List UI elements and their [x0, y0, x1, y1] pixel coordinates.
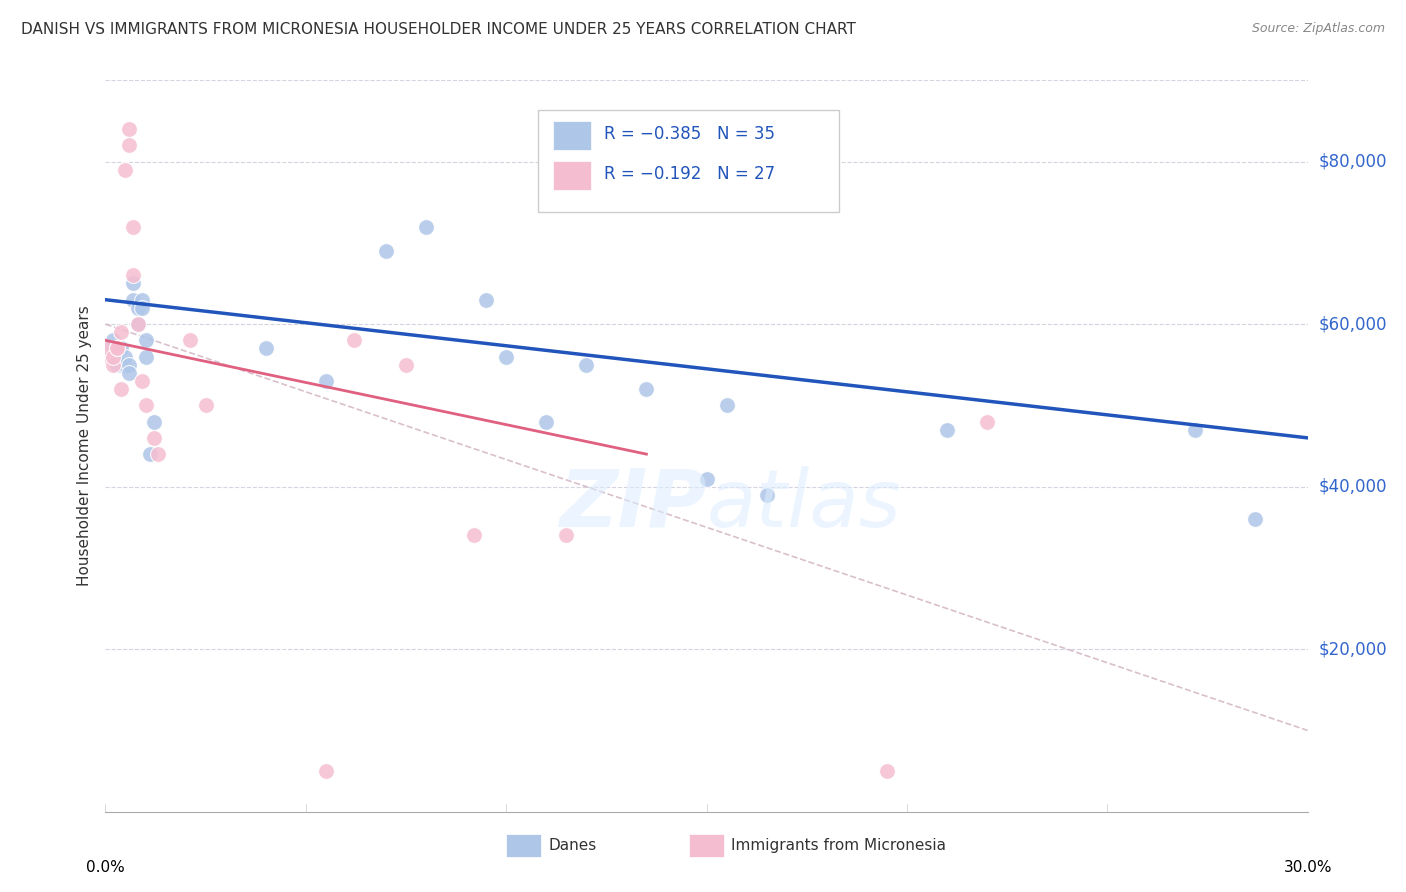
Text: 30.0%: 30.0%: [1284, 861, 1331, 875]
Point: [110, 382, 132, 396]
Point: [315, 764, 337, 778]
Point: [976, 415, 998, 429]
Point: [142, 415, 165, 429]
Point: [463, 528, 485, 542]
Point: [103, 334, 125, 348]
Text: $60,000: $60,000: [1319, 315, 1388, 333]
Point: [138, 447, 160, 461]
Point: [114, 162, 136, 177]
Text: $80,000: $80,000: [1319, 153, 1388, 170]
Text: R = −0.385   N = 35: R = −0.385 N = 35: [605, 126, 775, 144]
Point: [575, 358, 598, 372]
Text: $20,000: $20,000: [1319, 640, 1388, 658]
Point: [127, 301, 149, 315]
Point: [194, 398, 217, 412]
Bar: [553, 120, 591, 150]
Text: DANISH VS IMMIGRANTS FROM MICRONESIA HOUSEHOLDER INCOME UNDER 25 YEARS CORRELATI: DANISH VS IMMIGRANTS FROM MICRONESIA HOU…: [21, 22, 856, 37]
Point: [315, 374, 337, 388]
Point: [475, 293, 498, 307]
Point: [107, 358, 129, 372]
Point: [716, 398, 738, 412]
Bar: [553, 161, 591, 190]
Point: [179, 334, 201, 348]
Point: [118, 138, 141, 153]
Point: [110, 358, 132, 372]
Point: [343, 334, 366, 348]
Point: [118, 358, 141, 372]
Text: Danes: Danes: [548, 838, 596, 853]
Point: [146, 447, 169, 461]
Point: [395, 358, 418, 372]
Point: [107, 342, 129, 356]
Point: [110, 325, 132, 339]
Point: [118, 366, 141, 380]
Point: [135, 398, 157, 412]
Point: [555, 528, 578, 542]
Point: [122, 293, 145, 307]
Point: [103, 350, 125, 364]
Point: [98, 350, 121, 364]
Point: [135, 334, 157, 348]
Point: [127, 317, 149, 331]
Point: [131, 374, 153, 388]
Text: Immigrants from Micronesia: Immigrants from Micronesia: [731, 838, 946, 853]
Point: [127, 317, 149, 331]
Point: [107, 342, 129, 356]
Point: [131, 301, 153, 315]
Point: [495, 350, 517, 364]
Point: [755, 488, 778, 502]
Point: [114, 358, 136, 372]
Point: [122, 268, 145, 283]
Point: [98, 342, 121, 356]
Point: [98, 342, 121, 356]
Text: ZIP: ZIP: [560, 466, 707, 543]
Point: [374, 244, 398, 258]
Point: [103, 358, 125, 372]
Point: [636, 382, 658, 396]
Point: [118, 122, 141, 136]
Point: [142, 431, 165, 445]
Point: [1244, 512, 1267, 526]
Y-axis label: Householder Income Under 25 years: Householder Income Under 25 years: [76, 306, 91, 586]
Text: atlas: atlas: [707, 466, 901, 543]
Text: Source: ZipAtlas.com: Source: ZipAtlas.com: [1251, 22, 1385, 36]
Point: [110, 342, 132, 356]
Point: [876, 764, 898, 778]
Point: [135, 350, 157, 364]
Text: R = −0.192   N = 27: R = −0.192 N = 27: [605, 165, 776, 183]
Point: [1184, 423, 1206, 437]
Point: [254, 342, 277, 356]
Text: 0.0%: 0.0%: [86, 861, 125, 875]
Point: [122, 219, 145, 234]
Text: $40,000: $40,000: [1319, 477, 1388, 496]
Point: [415, 219, 437, 234]
Point: [534, 415, 557, 429]
Point: [122, 277, 145, 291]
Point: [936, 423, 959, 437]
Point: [114, 350, 136, 364]
Point: [696, 471, 718, 485]
Point: [131, 293, 153, 307]
FancyBboxPatch shape: [538, 110, 839, 212]
Point: [103, 350, 125, 364]
